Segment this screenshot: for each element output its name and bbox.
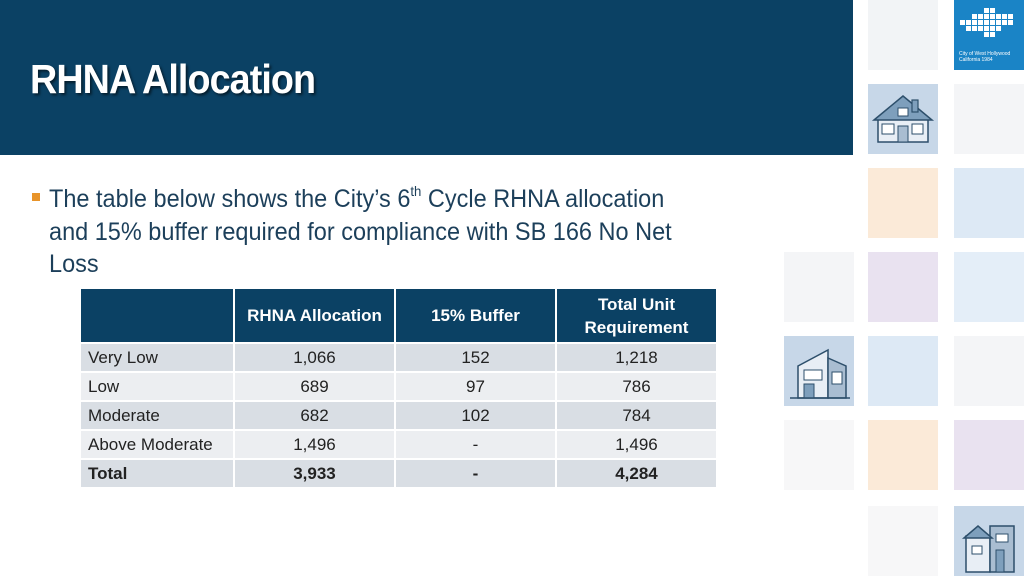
city-logo-text: City of West Hollywood California 1984 (959, 51, 1011, 63)
table-header-cell (79, 287, 235, 344)
bullet-text: The table below shows the City’s 6th Cyc… (49, 183, 707, 281)
tile (954, 336, 1024, 406)
title-banner: RHNA Allocation (0, 0, 853, 155)
table-cell: 682 (233, 400, 396, 431)
table-row: Above Moderate 1,496 - 1,496 (79, 429, 718, 460)
table-cell: 1,066 (233, 342, 396, 373)
tile (868, 252, 938, 322)
tile (954, 168, 1024, 238)
table-cell: Low (79, 371, 235, 402)
table-cell: 1,496 (555, 429, 718, 460)
table-cell: 1,496 (233, 429, 396, 460)
table-row: Moderate 682 102 784 (79, 400, 718, 431)
rhna-table: RHNA Allocation 15% Buffer Total Unit Re… (79, 287, 718, 489)
table-cell: 97 (394, 371, 557, 402)
table-cell: 1,218 (555, 342, 718, 373)
bullet-superscript: th (410, 183, 422, 199)
tile (784, 252, 854, 322)
table-cell: 784 (555, 400, 718, 431)
table-cell: 3,933 (233, 458, 396, 489)
table-cell: Very Low (79, 342, 235, 373)
house-icon (868, 84, 938, 154)
table-header-cell: Total Unit Requirement (555, 287, 718, 344)
tile (868, 0, 938, 70)
table-cell: 102 (394, 400, 557, 431)
tile (954, 420, 1024, 490)
table-header-row: RHNA Allocation 15% Buffer Total Unit Re… (79, 287, 718, 344)
city-logo: City of West Hollywood California 1984 (954, 0, 1024, 70)
table-cell: - (394, 458, 557, 489)
page-title: RHNA Allocation (30, 56, 316, 102)
table-header-cell: RHNA Allocation (233, 287, 396, 344)
table-total-row: Total 3,933 - 4,284 (79, 458, 718, 489)
table-cell: 689 (233, 371, 396, 402)
table-row: Very Low 1,066 152 1,218 (79, 342, 718, 373)
tile (784, 420, 854, 490)
modern-house-icon (784, 336, 854, 406)
table-header-cell: 15% Buffer (394, 287, 557, 344)
tile (954, 84, 1024, 154)
bullet-text-after: Cycle RHNA allocation and 15% buffer req… (49, 185, 672, 278)
table-cell: Total (79, 458, 235, 489)
tile (868, 506, 938, 576)
table-cell: 4,284 (555, 458, 718, 489)
table-cell: 152 (394, 342, 557, 373)
table-cell: 786 (555, 371, 718, 402)
table-cell: Above Moderate (79, 429, 235, 460)
table-cell: Moderate (79, 400, 235, 431)
tile (868, 420, 938, 490)
tile (954, 252, 1024, 322)
table-cell: - (394, 429, 557, 460)
table-row: Low 689 97 786 (79, 371, 718, 402)
tile (868, 336, 938, 406)
city-logo-mark (960, 8, 1013, 37)
tile (868, 168, 938, 238)
bullet-marker (32, 193, 40, 201)
bullet-text-before: The table below shows the City’s 6 (49, 185, 411, 213)
townhouse-icon (954, 506, 1024, 576)
